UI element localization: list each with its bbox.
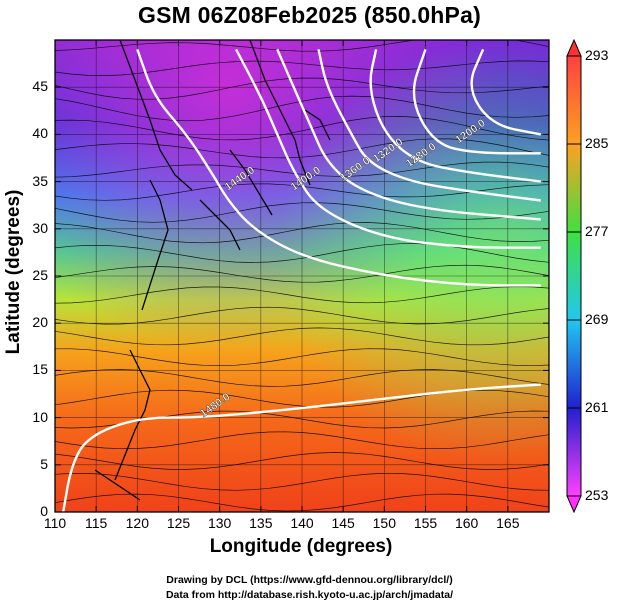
axis-ticks (54, 40, 549, 513)
colorbar-bottom-arrow (566, 495, 582, 514)
contour-line-1200 (470, 48, 542, 136)
y-tick-label: 10 (32, 408, 48, 425)
y-tick-label: 45 (32, 78, 48, 95)
x-tick-label: 125 (166, 515, 191, 531)
x-tick-label: 155 (413, 515, 438, 531)
x-tick-label: 165 (496, 515, 520, 531)
contour-line-1480 (62, 383, 541, 512)
y-tick-label: 25 (32, 267, 48, 283)
colorbar-label: 285 (585, 135, 609, 151)
y-tick-label: 35 (32, 172, 48, 189)
colorbar (566, 38, 582, 514)
contour-line-1360 (276, 48, 541, 221)
geopotential-contours (62, 48, 542, 512)
colorbar-label: 269 (585, 311, 609, 327)
x-tick-label: 150 (372, 515, 396, 531)
chart-title: GSM 06Z08Feb2025 (850.0hPa) (138, 2, 481, 28)
x-tick-label: 115 (84, 515, 108, 531)
y-axis-label: Latitude (degrees) (3, 189, 24, 355)
colorbar-ticks (567, 55, 581, 497)
y-tick-label: 15 (32, 361, 48, 378)
colorbar-label: 277 (585, 223, 609, 239)
contour-line-1400 (235, 48, 541, 249)
credit-drawing: Drawing by DCL (https://www.gfd-dennou.o… (166, 574, 453, 586)
colorbar-gradient (566, 55, 582, 497)
coastline (94, 40, 331, 501)
y-tick-label: 0 (40, 503, 48, 519)
x-tick-label: 145 (331, 515, 355, 531)
x-tick-label: 120 (125, 515, 149, 531)
contour-line-1320 (317, 49, 541, 202)
y-tick-label: 20 (32, 314, 48, 331)
y-tick-label: 40 (32, 125, 48, 142)
x-tick-label: 135 (249, 515, 273, 531)
x-axis-label: Longitude (degrees) (209, 536, 393, 557)
y-tick-label: 30 (32, 219, 48, 236)
contour-line-1440 (136, 49, 541, 287)
credit-data: Data from http://database.rish.kyoto-u.a… (165, 589, 454, 601)
colorbar-label: 261 (585, 399, 609, 415)
y-tick-label: 5 (40, 455, 48, 472)
x-tick-label: 130 (207, 515, 232, 531)
colorbar-label: 253 (585, 487, 609, 503)
x-tick-label: 140 (290, 515, 314, 531)
colorbar-top-arrow (566, 38, 582, 57)
x-tick-label: 160 (454, 515, 479, 531)
contour-line-1240 (412, 49, 541, 155)
x-tick-label: 110 (43, 515, 67, 531)
contour-line-1280 (369, 49, 541, 183)
colorbar-label: 293 (585, 47, 609, 63)
